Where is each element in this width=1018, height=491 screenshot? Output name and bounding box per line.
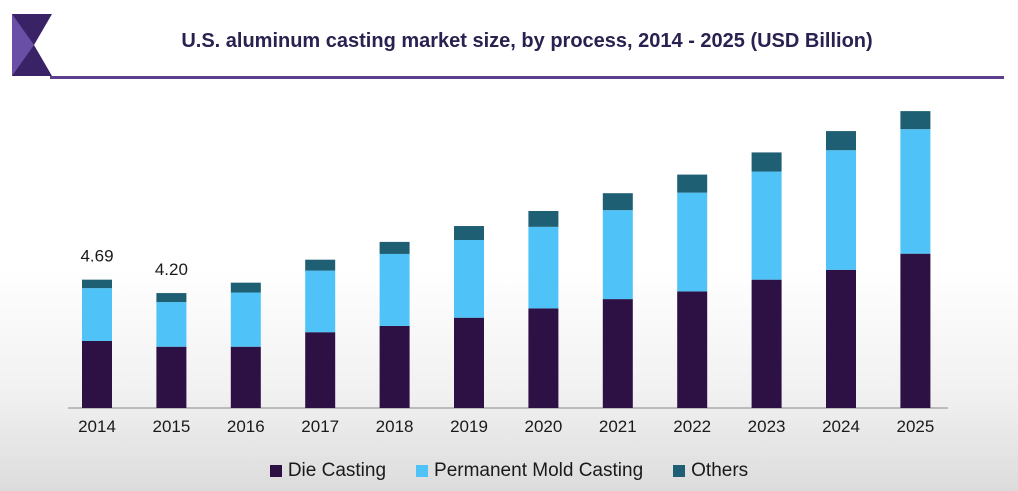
bar-segment-permanent-mold-casting-2022 (677, 192, 708, 292)
legend-item-die-casting: Die Casting (269, 460, 387, 482)
legend-label: Permanent Mold Casting (434, 460, 644, 481)
x-tick-label-2024: 2024 (822, 417, 860, 436)
company-logo (12, 14, 52, 76)
legend-label: Others (691, 460, 749, 481)
x-tick-label-2018: 2018 (376, 417, 414, 436)
bar-segment-others-2025 (900, 111, 931, 130)
bar-segment-others-2024 (826, 131, 856, 151)
bar-segment-permanent-mold-casting-2024 (826, 150, 856, 270)
bar-segment-others-2018 (379, 241, 410, 254)
bar-segment-die-casting-2022 (677, 291, 708, 408)
legend-label: Die Casting (287, 460, 387, 481)
x-tick-label-2020: 2020 (524, 417, 562, 436)
data-label-2015: 4.20 (155, 260, 188, 279)
bar-segment-die-casting-2023 (751, 279, 782, 408)
x-tick-label-2015: 2015 (152, 417, 190, 436)
x-tick-label-2017: 2017 (301, 417, 339, 436)
x-tick-label-2022: 2022 (673, 417, 711, 436)
bar-segment-others-2014 (82, 279, 112, 289)
bar-segment-others-2020 (528, 210, 559, 227)
bar-segment-permanent-mold-casting-2023 (751, 171, 782, 280)
x-tick-label-2025: 2025 (896, 417, 934, 436)
bar-segment-others-2022 (677, 174, 708, 193)
legend-swatch (269, 465, 282, 477)
bar-segment-permanent-mold-casting-2015 (156, 302, 187, 347)
bar-segment-die-casting-2014 (82, 340, 112, 408)
bar-segment-permanent-mold-casting-2014 (82, 288, 112, 341)
chart-legend: Die Casting Permanent Mold Casting Others (0, 460, 1018, 482)
legend-swatch (673, 465, 686, 477)
bar-segment-others-2021 (602, 193, 633, 211)
bar-segment-permanent-mold-casting-2025 (900, 129, 931, 254)
bar-segment-permanent-mold-casting-2021 (602, 210, 633, 300)
bar-segment-others-2017 (305, 259, 336, 271)
title-divider (50, 76, 1004, 79)
bar-segment-die-casting-2025 (900, 253, 931, 408)
bar-segment-die-casting-2017 (305, 332, 336, 408)
chart-title: U.S. aluminum casting market size, by pr… (181, 30, 873, 52)
bar-segment-permanent-mold-casting-2018 (379, 253, 410, 326)
bar-segment-permanent-mold-casting-2017 (305, 270, 336, 333)
bar-segment-die-casting-2016 (230, 346, 261, 408)
bar-segment-others-2015 (156, 293, 187, 303)
data-label-2014: 4.69 (80, 247, 113, 266)
stacked-bar-chart: 2014 4.69 2015 4.20 2016 2017 2018 2019 2020 2021… (68, 111, 948, 436)
legend-item-permanent-mold-casting: Permanent Mold Casting (416, 460, 643, 482)
bar-segment-die-casting-2024 (826, 269, 856, 408)
x-tick-label-2014: 2014 (78, 417, 116, 436)
bar-segment-die-casting-2015 (156, 346, 187, 408)
x-tick-label-2019: 2019 (450, 417, 488, 436)
bar-segment-die-casting-2020 (528, 308, 559, 408)
bar-segment-permanent-mold-casting-2016 (230, 292, 261, 347)
bar-segment-permanent-mold-casting-2020 (528, 226, 559, 309)
legend-item-others: Others (673, 460, 748, 482)
x-tick-label-2021: 2021 (599, 417, 637, 436)
bar-segment-others-2023 (751, 152, 782, 172)
bar-segment-die-casting-2019 (454, 317, 484, 408)
legend-swatch (416, 465, 429, 477)
bar-segment-permanent-mold-casting-2019 (454, 239, 484, 318)
bar-segment-others-2016 (230, 282, 261, 293)
bar-segment-others-2019 (454, 226, 484, 240)
bar-segment-die-casting-2021 (602, 299, 633, 408)
bar-segment-die-casting-2018 (379, 325, 410, 408)
x-tick-label-2016: 2016 (227, 417, 265, 436)
x-tick-label-2023: 2023 (748, 417, 786, 436)
